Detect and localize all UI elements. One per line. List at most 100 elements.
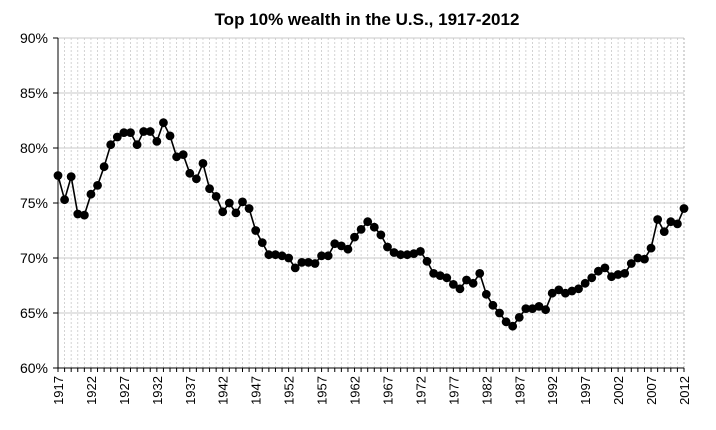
x-tick-label: 1977 <box>446 376 461 405</box>
data-point <box>521 304 531 313</box>
data-point <box>159 118 168 128</box>
data-point <box>508 321 518 331</box>
data-point <box>106 140 116 150</box>
data-point <box>626 259 636 268</box>
data-point <box>495 308 504 318</box>
data-point <box>633 253 643 263</box>
x-tick-label: 2007 <box>644 376 659 405</box>
data-point <box>86 189 96 199</box>
y-tick-label: 80% <box>20 140 48 156</box>
data-point <box>580 278 590 288</box>
y-axis-tick-labels: 60% 65% 70% 75% 80% 85% 90% <box>20 30 48 376</box>
data-point <box>178 150 188 160</box>
data-point <box>271 250 280 260</box>
data-points <box>53 118 689 331</box>
data-point <box>468 278 478 288</box>
data-point <box>317 251 326 261</box>
data-point <box>165 131 175 141</box>
x-tick-label: 1927 <box>117 376 132 405</box>
data-point <box>238 197 247 207</box>
data-point <box>659 227 669 237</box>
y-tick-label: 60% <box>20 360 48 376</box>
data-point <box>593 266 603 276</box>
data-point <box>448 280 458 289</box>
data-point <box>211 192 221 201</box>
data-point <box>481 289 491 299</box>
data-point <box>336 241 346 251</box>
data-point <box>396 250 406 260</box>
data-point <box>416 247 425 256</box>
data-point <box>264 250 274 260</box>
data-point <box>139 127 149 136</box>
data-point <box>244 204 254 213</box>
x-tick-label: 1987 <box>512 376 527 405</box>
x-axis-tick-labels: 1917 1922 1927 1932 1937 1942 1947 1952 1957 1962… <box>51 376 692 405</box>
grid <box>58 37 685 368</box>
data-point <box>205 184 214 194</box>
data-point <box>297 258 307 267</box>
data-point <box>673 219 682 229</box>
data-point <box>343 244 353 254</box>
x-tick-label: 1952 <box>282 376 297 405</box>
x-tick-label: 1967 <box>380 376 395 405</box>
data-point <box>284 253 294 263</box>
data-point <box>323 251 333 261</box>
data-point <box>679 204 689 213</box>
chart-title: Top 10% wealth in the U.S., 1917-2012 <box>215 10 520 29</box>
data-point <box>290 263 300 273</box>
data-point <box>402 250 412 260</box>
data-point <box>541 305 551 315</box>
data-point <box>376 230 386 240</box>
axes <box>53 37 685 372</box>
data-point <box>422 256 432 266</box>
data-point <box>363 217 373 227</box>
y-tick-label: 70% <box>20 250 48 266</box>
data-point <box>640 254 649 264</box>
data-point <box>60 195 69 205</box>
data-point <box>534 302 544 311</box>
x-tick-label: 1947 <box>249 376 264 405</box>
data-point <box>554 285 564 295</box>
data-point <box>185 168 195 178</box>
data-point <box>383 242 392 252</box>
x-tick-label: 1992 <box>545 376 560 405</box>
data-point <box>514 313 524 322</box>
y-tick-label: 85% <box>20 85 48 101</box>
x-tick-label: 1997 <box>578 376 593 405</box>
data-point <box>587 273 597 283</box>
data-point <box>369 222 379 232</box>
x-tick-label: 1982 <box>479 376 494 405</box>
data-point <box>475 269 485 278</box>
x-tick-label: 1932 <box>150 376 165 405</box>
data-point <box>310 259 320 268</box>
data-point <box>620 269 630 278</box>
x-tick-label: 1972 <box>413 376 428 405</box>
x-tick-label: 1942 <box>216 376 231 405</box>
data-point <box>99 162 109 172</box>
data-point <box>198 159 208 168</box>
data-point <box>613 270 623 279</box>
x-tick-label: 2002 <box>611 376 626 405</box>
data-point <box>350 232 359 242</box>
data-point <box>600 263 610 273</box>
y-tick-label: 90% <box>20 30 48 46</box>
data-point <box>547 288 557 298</box>
data-point <box>132 140 142 150</box>
data-point <box>488 300 498 310</box>
data-point <box>455 284 465 294</box>
data-point <box>231 208 241 218</box>
x-tick-label: 1962 <box>348 376 363 405</box>
data-point <box>442 273 452 283</box>
y-tick-label: 65% <box>20 305 48 321</box>
data-point <box>112 132 122 142</box>
data-point <box>93 181 102 190</box>
data-point <box>53 171 63 180</box>
data-point <box>73 209 83 219</box>
data-point <box>191 174 201 184</box>
x-tick-label: 1922 <box>84 376 99 405</box>
data-point <box>66 172 76 182</box>
y-tick-label: 75% <box>20 195 48 211</box>
data-point <box>224 198 234 208</box>
